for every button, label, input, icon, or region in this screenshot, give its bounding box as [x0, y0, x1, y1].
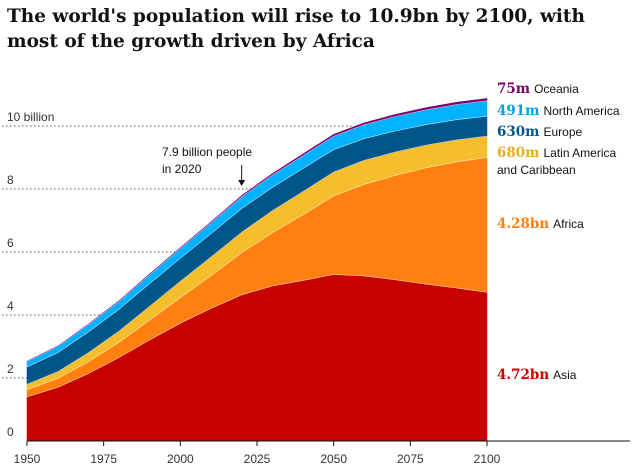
- y-axis-ticks: 0 2 4 6 8 10 billion: [7, 110, 54, 439]
- layer-separator: [26, 100, 488, 362]
- x-tick-label: 2025: [244, 452, 271, 466]
- x-tick-label: 2075: [397, 452, 424, 466]
- series-labels: 75m Oceania 491m North America 630m Europe 680…: [497, 81, 620, 383]
- layer-separator: [26, 115, 488, 368]
- x-tick-label: 1950: [14, 452, 41, 466]
- chart-title: The world's population will rise to 10.9…: [7, 6, 585, 52]
- stacked-areas: [26, 98, 488, 442]
- x-tick-label: 2000: [167, 452, 194, 466]
- annotation-arrow-head: [238, 180, 246, 186]
- y-tick-label: 4: [7, 299, 14, 313]
- y-tick-label: 8: [7, 173, 14, 187]
- annotation: 7.9 billion people in 2020: [162, 145, 252, 186]
- series-label-cont: and Caribbean: [497, 163, 576, 177]
- series-label-north-america: 491m North America: [497, 103, 620, 119]
- y-tick-label: 2: [7, 362, 14, 376]
- y-tick-label: 0: [7, 425, 14, 439]
- series-label-latin-america-and-caribbean: 680m Latin America: [497, 145, 616, 161]
- annotation-line2: in 2020: [162, 162, 202, 176]
- layer-separator: [26, 274, 488, 398]
- y-tick-label: 6: [7, 236, 14, 250]
- x-tick-label: 2100: [474, 452, 501, 466]
- series-label-europe: 630m Europe: [497, 124, 582, 140]
- x-tick-label: 1975: [90, 452, 117, 466]
- series-label-asia: 4.72bn Asia: [497, 367, 577, 383]
- layer-separator: [26, 135, 488, 385]
- series-label-africa: 4.28bn Africa: [497, 216, 584, 232]
- annotation-line1: 7.9 billion people: [162, 145, 252, 159]
- layer-separator: [26, 157, 488, 390]
- x-axis: 1950 1975 2000 2025 2050 2075 2100: [14, 440, 630, 466]
- y-tick-label: 10 billion: [7, 110, 54, 124]
- series-label-oceania: 75m Oceania: [497, 81, 579, 97]
- x-tick-label: 2050: [320, 452, 347, 466]
